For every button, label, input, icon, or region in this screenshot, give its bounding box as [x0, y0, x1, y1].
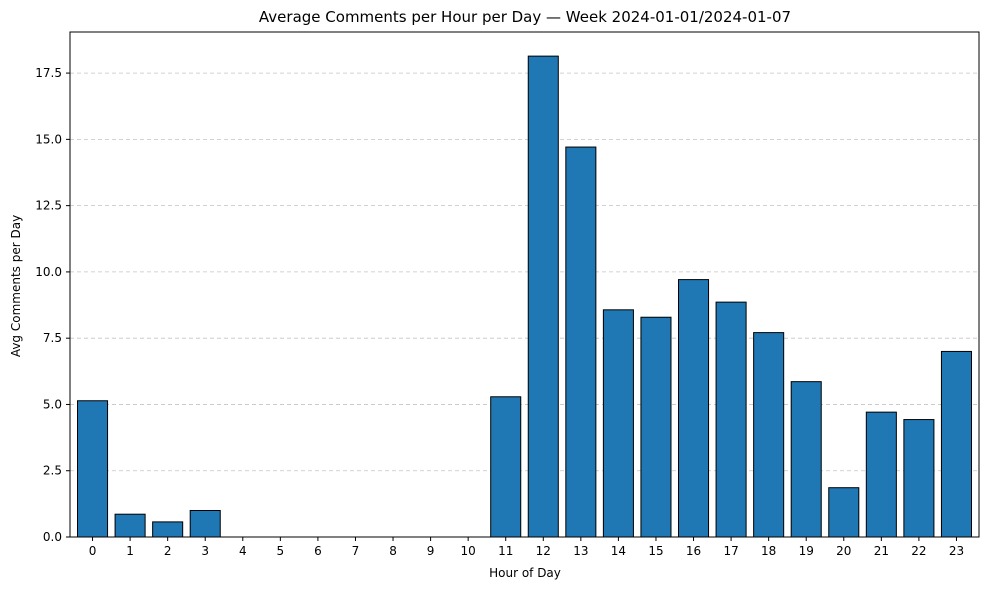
- x-tick-label: 18: [761, 544, 776, 558]
- bar-hour-1: [114, 513, 146, 538]
- y-tick-label: 5.0: [43, 397, 62, 411]
- x-tick-label: 0: [89, 544, 97, 558]
- bar-hour-23: [940, 350, 972, 538]
- x-tick-label: 3: [201, 544, 209, 558]
- x-tick-label: 7: [352, 544, 360, 558]
- bar-hour-18: [753, 332, 785, 538]
- y-tick-label: 12.5: [35, 199, 62, 213]
- bar-hour-12: [527, 55, 559, 538]
- x-axis-ticks: 0 1 2 3 4 5 6 7 8 9 10 11 12 13 14 15 16 17 18 19 20 21 22 23: [89, 537, 964, 558]
- bar-hour-2: [152, 521, 184, 538]
- grid-lines: [70, 72, 979, 538]
- bar-hour-22: [903, 419, 935, 538]
- bar-hour-17: [715, 301, 747, 538]
- y-tick-label: 2.5: [43, 464, 62, 478]
- x-tick-label: 2: [164, 544, 172, 558]
- bar-hour-16: [678, 279, 710, 538]
- bar-hour-11: [490, 396, 522, 538]
- x-tick-label: 15: [648, 544, 663, 558]
- y-tick-label: 17.5: [35, 66, 62, 80]
- bar-hour-0: [77, 400, 109, 538]
- x-tick-label: 11: [498, 544, 513, 558]
- bar-hour-14: [602, 309, 634, 538]
- bar-hour-20: [828, 487, 860, 538]
- x-tick-label: 6: [314, 544, 322, 558]
- bar-hour-3: [189, 509, 221, 538]
- bar-hour-13: [565, 146, 597, 538]
- x-tick-label: 8: [389, 544, 397, 558]
- bar-hour-15: [640, 316, 672, 538]
- bar-hour-19: [790, 381, 822, 538]
- y-axis-ticks: 0.0 2.5 5.0 7.5 10.0 12.5 15.0 17.5: [35, 66, 70, 544]
- y-axis-label: Avg Comments per Day: [9, 215, 23, 357]
- x-tick-label: 23: [949, 544, 964, 558]
- x-tick-label: 1: [126, 544, 134, 558]
- plot-frame: [69, 31, 980, 538]
- x-tick-label: 4: [239, 544, 247, 558]
- bars: [77, 55, 972, 538]
- x-tick-label: 20: [836, 544, 851, 558]
- bar-hour-21: [865, 411, 897, 538]
- x-tick-label: 16: [686, 544, 701, 558]
- x-tick-label: 9: [427, 544, 435, 558]
- x-tick-label: 17: [723, 544, 738, 558]
- x-tick-label: 13: [573, 544, 588, 558]
- x-tick-label: 5: [277, 544, 285, 558]
- x-tick-label: 14: [611, 544, 626, 558]
- x-tick-label: 21: [874, 544, 889, 558]
- y-tick-label: 0.0: [43, 530, 62, 544]
- chart-title: Average Comments per Hour per Day — Week…: [259, 8, 791, 26]
- x-tick-label: 22: [911, 544, 926, 558]
- x-tick-label: 10: [461, 544, 476, 558]
- y-tick-label: 15.0: [35, 132, 62, 146]
- x-tick-label: 12: [536, 544, 551, 558]
- y-tick-label: 7.5: [43, 331, 62, 345]
- x-tick-label: 19: [799, 544, 814, 558]
- y-tick-label: 10.0: [35, 265, 62, 279]
- x-axis-label: Hour of Day: [489, 566, 561, 580]
